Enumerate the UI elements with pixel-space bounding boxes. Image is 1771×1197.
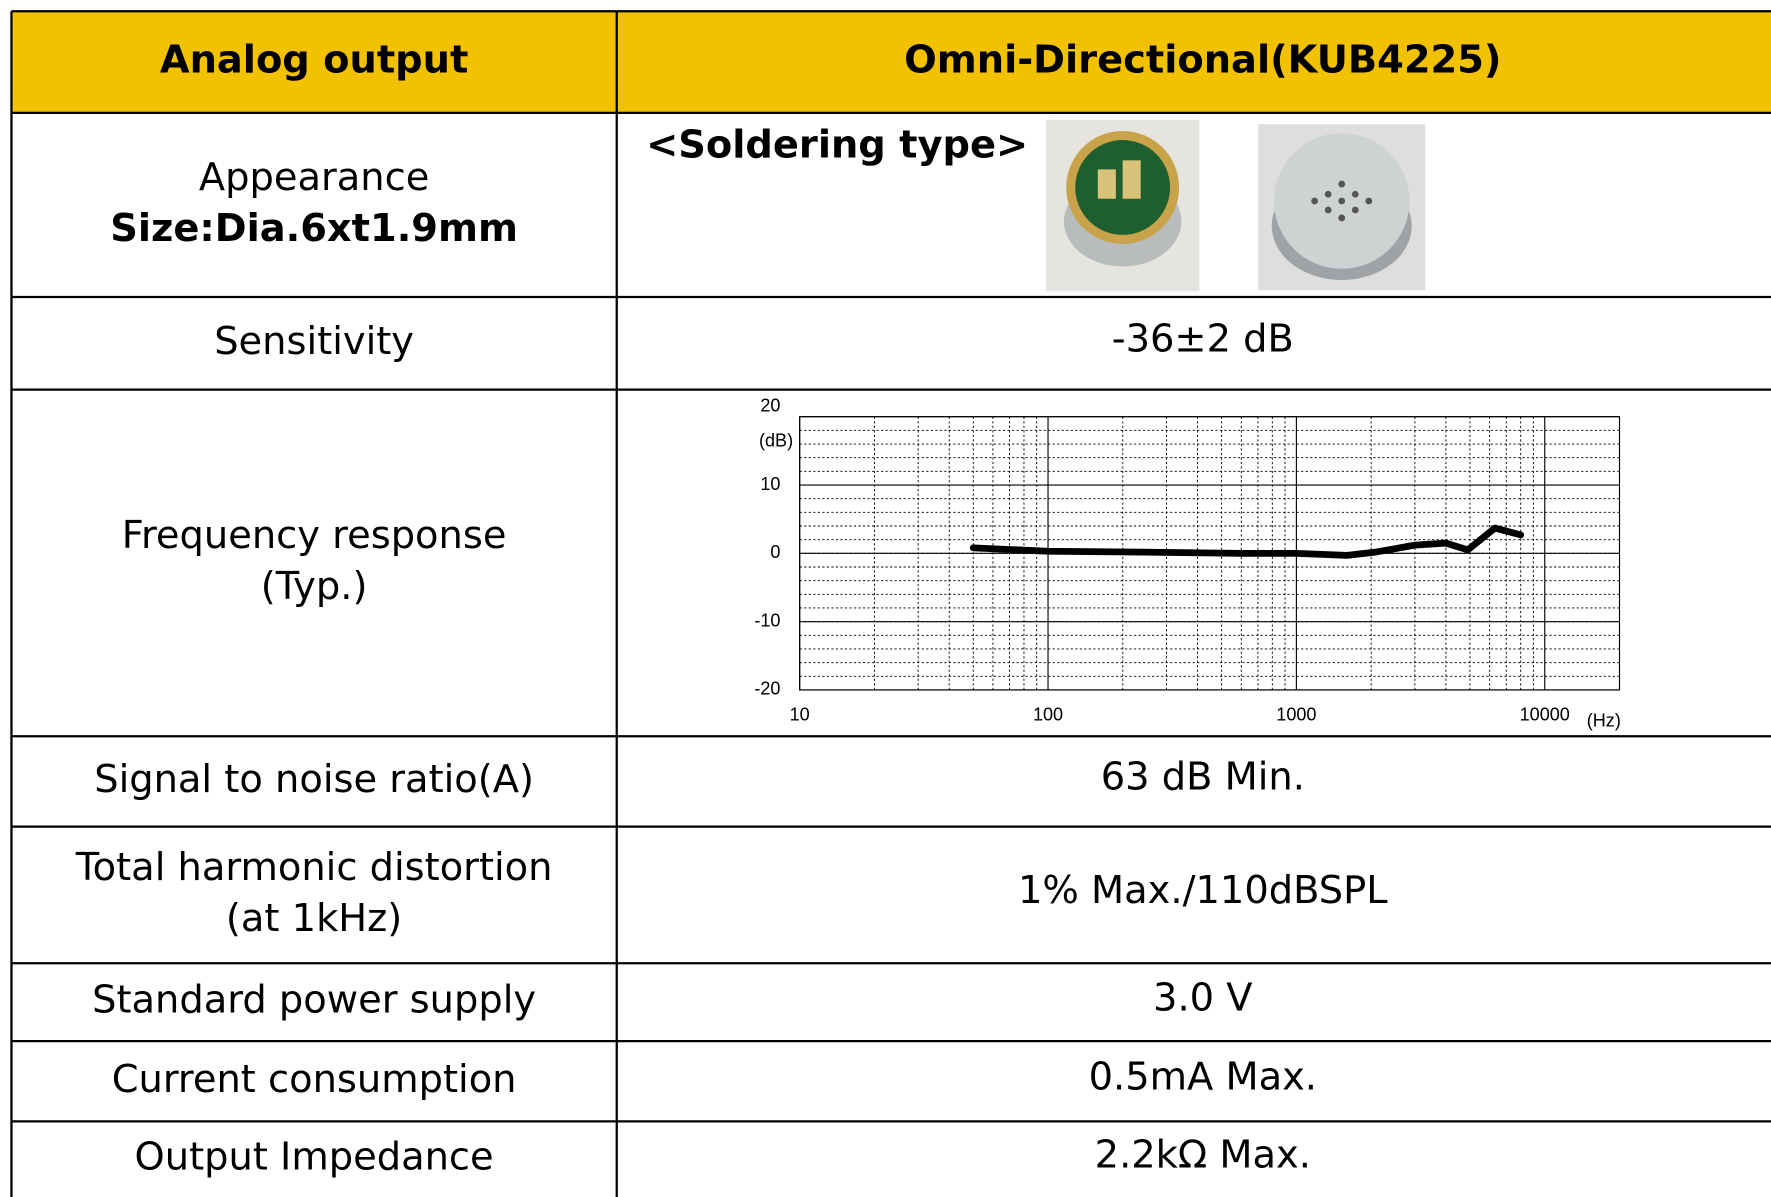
row-label: (Typ.) xyxy=(261,564,368,609)
row-value: 3.0 V xyxy=(1153,975,1252,1020)
row-value: 63 dB Min. xyxy=(1101,755,1305,800)
row-value: 0.5mA Max. xyxy=(1089,1054,1317,1099)
row-label: Appearance xyxy=(199,155,429,200)
pad xyxy=(1098,169,1116,198)
y-tick-label: 0 xyxy=(770,542,780,562)
row-label: Total harmonic distortion xyxy=(75,845,553,890)
row-value: 1% Max./110dBSPL xyxy=(1018,868,1388,913)
y-axis-label: (dB) xyxy=(759,430,793,450)
y-tick-label: -10 xyxy=(754,610,780,630)
y-tick-label: 20 xyxy=(760,395,780,415)
row-label: Sensitivity xyxy=(214,319,414,364)
response-curve xyxy=(973,528,1520,555)
header-text: Analog output xyxy=(160,38,468,83)
row-label: Output Impedance xyxy=(135,1135,494,1180)
row-value: <Soldering type> xyxy=(646,122,1028,167)
row-label: Signal to noise ratio(A) xyxy=(94,757,534,802)
x-tick-label: 10000 xyxy=(1520,705,1570,725)
row-label: (at 1kHz) xyxy=(226,896,402,941)
spec-table: Analog output Omni-Directional(KUB4225) Ap… xyxy=(0,0,1771,1197)
x-tick-label: 1000 xyxy=(1276,705,1316,725)
row-label: Frequency response xyxy=(122,513,507,558)
row-value: -36±2 dB xyxy=(1112,317,1294,362)
x-tick-label: 100 xyxy=(1033,705,1063,725)
photos xyxy=(1046,120,1425,292)
y-tick-label: -20 xyxy=(754,679,780,699)
row-label: Current consumption xyxy=(112,1057,517,1102)
pad xyxy=(1123,160,1141,198)
x-axis-label: (Hz) xyxy=(1587,710,1621,730)
row-label: Standard power supply xyxy=(92,978,536,1023)
row-value: 2.2kΩ Max. xyxy=(1095,1132,1311,1177)
row-label: Size:Dia.6xt1.9mm xyxy=(110,206,518,251)
page: {"table": { "header": ["Analog output", … xyxy=(0,0,1771,1197)
frequency-chart: -20 -10 0 10 20 (dB) 10 100 1000 10000 (Hz) xyxy=(754,395,1620,730)
x-tick-label: 10 xyxy=(790,705,810,725)
header-text: Omni-Directional(KUB4225) xyxy=(904,38,1501,83)
y-tick-label: 10 xyxy=(760,474,780,494)
